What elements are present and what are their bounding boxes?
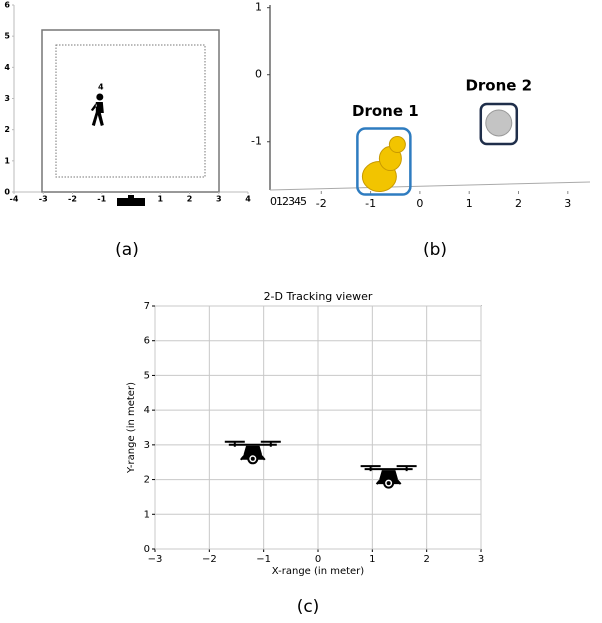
drone-lens (251, 457, 255, 461)
point-label: 4 (98, 82, 104, 91)
x-tick-label: -1 (365, 197, 376, 210)
panel-caption: (a) (115, 240, 139, 260)
x-tick-label: -4 (10, 195, 19, 204)
y-tick-label: 2 (144, 475, 150, 486)
x-tick-label: -2 (68, 195, 77, 204)
x-tick-label: −3 (148, 554, 163, 565)
x-tick-label: 3 (216, 195, 222, 204)
x-tick-label: -3 (39, 195, 48, 204)
y-tick-label: 0 (4, 188, 10, 197)
z-tick-label: 5 (300, 195, 307, 208)
room-outline (42, 30, 219, 192)
x-tick-label: -2 (316, 197, 327, 210)
x-tick-label: −2 (202, 554, 217, 565)
x-axis-label: X-range (in meter) (272, 566, 364, 577)
x-tick-label: 0 (416, 197, 423, 210)
person-head (96, 93, 103, 100)
point-cloud (362, 137, 405, 192)
cloud-part (486, 110, 512, 136)
y-tick-label: 0 (255, 68, 262, 81)
y-axis-label: Y-range (in meter) (126, 382, 137, 474)
y-tick-label: 0 (144, 544, 150, 555)
y-tick-label: 2 (4, 125, 10, 134)
drone-marker (361, 465, 417, 488)
y-tick-label: 5 (4, 32, 10, 41)
y-tick-label: 1 (144, 509, 150, 520)
y-tick-label: 6 (4, 1, 10, 10)
y-tick-label: 3 (4, 94, 10, 103)
x-tick-label: 2 (187, 195, 193, 204)
y-tick-label: 4 (4, 63, 10, 72)
x-axis-line (270, 182, 590, 190)
drone-lens (387, 481, 391, 485)
series-label: Drone 2 (465, 76, 532, 94)
y-tick-label: 5 (144, 370, 150, 381)
person-marker (91, 93, 104, 126)
point-cloud (486, 110, 512, 136)
x-tick-label: 2 (423, 554, 429, 565)
x-tick-label: 3 (564, 197, 571, 210)
y-tick-label: 7 (144, 301, 150, 312)
x-tick-label: 0 (128, 195, 134, 204)
y-tick-label: 1 (255, 1, 262, 14)
panel-caption: (b) (423, 240, 447, 260)
figure: (a) -4 -3 -2 -1 0 1 2 3 4 0 1 2 3 4 5 6 4 (b) -1 0 1 -2 -1 0 1 2 3 0… (0, 0, 602, 623)
cloud-part (389, 137, 405, 153)
x-tick-label: 4 (245, 195, 251, 204)
x-tick-label: 1 (466, 197, 473, 210)
y-tick-label: 6 (144, 336, 150, 347)
chart-title: 2-D Tracking viewer (264, 290, 373, 303)
y-tick-label: 1 (4, 156, 10, 165)
tracking-area (56, 45, 205, 177)
person-body (91, 102, 104, 126)
series-label: Drone 1 (352, 102, 419, 120)
x-tick-label: 0 (315, 554, 321, 565)
x-tick-label: 1 (369, 554, 375, 565)
x-tick-label: −1 (256, 554, 271, 565)
x-tick-label: 3 (478, 554, 484, 565)
x-tick-label: 1 (157, 195, 163, 204)
x-tick-label: -1 (97, 195, 106, 204)
drone-marker (225, 441, 281, 464)
y-tick-label: -1 (251, 135, 262, 148)
y-tick-label: 3 (144, 440, 150, 451)
panel-caption: (c) (297, 597, 320, 617)
y-tick-label: 4 (144, 405, 150, 416)
x-tick-label: 2 (515, 197, 522, 210)
